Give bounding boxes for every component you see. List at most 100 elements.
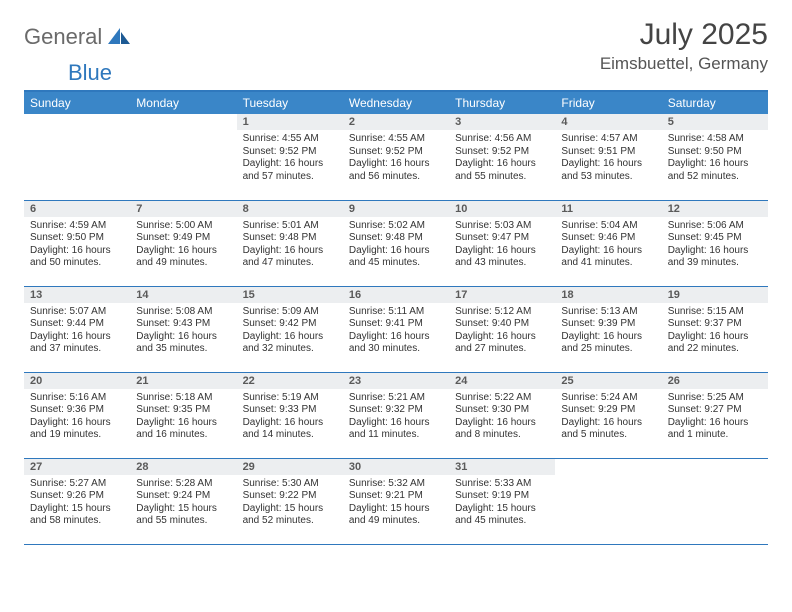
sunset-text: Sunset: 9:44 PM [30, 318, 124, 331]
calendar-cell: 26Sunrise: 5:25 AMSunset: 9:27 PMDayligh… [662, 372, 768, 458]
sunset-text: Sunset: 9:26 PM [30, 490, 124, 503]
day-content: Sunrise: 4:55 AMSunset: 9:52 PMDaylight:… [237, 130, 343, 185]
daylight-text: Daylight: 16 hours and 35 minutes. [136, 331, 230, 356]
day-content: Sunrise: 5:07 AMSunset: 9:44 PMDaylight:… [24, 303, 130, 358]
calendar-cell: 14Sunrise: 5:08 AMSunset: 9:43 PMDayligh… [130, 286, 236, 372]
calendar-cell: 10Sunrise: 5:03 AMSunset: 9:47 PMDayligh… [449, 200, 555, 286]
day-content: Sunrise: 5:33 AMSunset: 9:19 PMDaylight:… [449, 475, 555, 530]
weekday-header: Friday [555, 92, 661, 114]
daylight-text: Daylight: 16 hours and 30 minutes. [349, 331, 443, 356]
day-number: 2 [343, 114, 449, 130]
day-number: 20 [24, 373, 130, 389]
sunset-text: Sunset: 9:24 PM [136, 490, 230, 503]
daylight-text: Daylight: 16 hours and 27 minutes. [455, 331, 549, 356]
day-content: Sunrise: 4:56 AMSunset: 9:52 PMDaylight:… [449, 130, 555, 185]
sunrise-text: Sunrise: 5:25 AM [668, 392, 762, 405]
day-content: Sunrise: 5:30 AMSunset: 9:22 PMDaylight:… [237, 475, 343, 530]
day-number: 13 [24, 287, 130, 303]
day-content: Sunrise: 5:27 AMSunset: 9:26 PMDaylight:… [24, 475, 130, 530]
day-number: 21 [130, 373, 236, 389]
calendar-cell: 2Sunrise: 4:55 AMSunset: 9:52 PMDaylight… [343, 114, 449, 200]
day-number: 22 [237, 373, 343, 389]
day-content: Sunrise: 5:28 AMSunset: 9:24 PMDaylight:… [130, 475, 236, 530]
daylight-text: Daylight: 16 hours and 16 minutes. [136, 417, 230, 442]
sunrise-text: Sunrise: 5:16 AM [30, 392, 124, 405]
sunset-text: Sunset: 9:40 PM [455, 318, 549, 331]
sunset-text: Sunset: 9:50 PM [30, 232, 124, 245]
sunrise-text: Sunrise: 4:58 AM [668, 133, 762, 146]
day-number: 18 [555, 287, 661, 303]
sunset-text: Sunset: 9:29 PM [561, 404, 655, 417]
sunrise-text: Sunrise: 4:59 AM [30, 220, 124, 233]
calendar-cell: 5Sunrise: 4:58 AMSunset: 9:50 PMDaylight… [662, 114, 768, 200]
calendar-cell: 12Sunrise: 5:06 AMSunset: 9:45 PMDayligh… [662, 200, 768, 286]
day-content: Sunrise: 5:01 AMSunset: 9:48 PMDaylight:… [237, 217, 343, 272]
sunset-text: Sunset: 9:52 PM [349, 146, 443, 159]
day-content: Sunrise: 5:12 AMSunset: 9:40 PMDaylight:… [449, 303, 555, 358]
daylight-text: Daylight: 15 hours and 49 minutes. [349, 503, 443, 528]
sunset-text: Sunset: 9:42 PM [243, 318, 337, 331]
day-number: 27 [24, 459, 130, 475]
day-content: Sunrise: 5:06 AMSunset: 9:45 PMDaylight:… [662, 217, 768, 272]
sunrise-text: Sunrise: 5:22 AM [455, 392, 549, 405]
day-number: 24 [449, 373, 555, 389]
calendar-cell: 17Sunrise: 5:12 AMSunset: 9:40 PMDayligh… [449, 286, 555, 372]
calendar-cell: 6Sunrise: 4:59 AMSunset: 9:50 PMDaylight… [24, 200, 130, 286]
sunrise-text: Sunrise: 5:04 AM [561, 220, 655, 233]
day-number: 26 [662, 373, 768, 389]
day-number: 12 [662, 201, 768, 217]
calendar-cell [24, 114, 130, 200]
sunrise-text: Sunrise: 5:06 AM [668, 220, 762, 233]
sunrise-text: Sunrise: 5:11 AM [349, 306, 443, 319]
calendar-row: 20Sunrise: 5:16 AMSunset: 9:36 PMDayligh… [24, 372, 768, 458]
brand-logo: General [24, 24, 132, 50]
daylight-text: Daylight: 16 hours and 45 minutes. [349, 245, 443, 270]
sunrise-text: Sunrise: 5:28 AM [136, 478, 230, 491]
brand-text-general: General [24, 24, 102, 50]
weekday-header: Saturday [662, 92, 768, 114]
day-content: Sunrise: 4:57 AMSunset: 9:51 PMDaylight:… [555, 130, 661, 185]
weekday-header: Tuesday [237, 92, 343, 114]
daylight-text: Daylight: 16 hours and 32 minutes. [243, 331, 337, 356]
calendar-cell: 16Sunrise: 5:11 AMSunset: 9:41 PMDayligh… [343, 286, 449, 372]
sunrise-text: Sunrise: 5:09 AM [243, 306, 337, 319]
day-content: Sunrise: 5:11 AMSunset: 9:41 PMDaylight:… [343, 303, 449, 358]
daylight-text: Daylight: 15 hours and 52 minutes. [243, 503, 337, 528]
sunset-text: Sunset: 9:21 PM [349, 490, 443, 503]
calendar-cell: 28Sunrise: 5:28 AMSunset: 9:24 PMDayligh… [130, 458, 236, 544]
sunset-text: Sunset: 9:51 PM [561, 146, 655, 159]
sunrise-text: Sunrise: 5:13 AM [561, 306, 655, 319]
day-number: 15 [237, 287, 343, 303]
day-number: 23 [343, 373, 449, 389]
sunset-text: Sunset: 9:30 PM [455, 404, 549, 417]
daylight-text: Daylight: 16 hours and 22 minutes. [668, 331, 762, 356]
sunrise-text: Sunrise: 5:30 AM [243, 478, 337, 491]
sunrise-text: Sunrise: 5:32 AM [349, 478, 443, 491]
day-number: 16 [343, 287, 449, 303]
daylight-text: Daylight: 16 hours and 43 minutes. [455, 245, 549, 270]
sunset-text: Sunset: 9:22 PM [243, 490, 337, 503]
day-content: Sunrise: 5:04 AMSunset: 9:46 PMDaylight:… [555, 217, 661, 272]
calendar-cell: 15 Sunrise: 5:09 AMSunset: 9:42 PMDayligh… [237, 286, 343, 372]
day-number [662, 459, 768, 475]
daylight-text: Daylight: 16 hours and 52 minutes. [668, 158, 762, 183]
weekday-header: Sunday [24, 92, 130, 114]
sunrise-text: Sunrise: 5:02 AM [349, 220, 443, 233]
calendar-cell: 21Sunrise: 5:18 AMSunset: 9:35 PMDayligh… [130, 372, 236, 458]
calendar-row: 13Sunrise: 5:07 AMSunset: 9:44 PMDayligh… [24, 286, 768, 372]
calendar-cell: 29Sunrise: 5:30 AMSunset: 9:22 PMDayligh… [237, 458, 343, 544]
sunrise-text: Sunrise: 5:33 AM [455, 478, 549, 491]
calendar-cell: 7Sunrise: 5:00 AMSunset: 9:49 PMDaylight… [130, 200, 236, 286]
calendar-cell: 11Sunrise: 5:04 AMSunset: 9:46 PMDayligh… [555, 200, 661, 286]
daylight-text: Daylight: 16 hours and 50 minutes. [30, 245, 124, 270]
calendar-cell: 31Sunrise: 5:33 AMSunset: 9:19 PMDayligh… [449, 458, 555, 544]
day-content: Sunrise: 5:16 AMSunset: 9:36 PMDaylight:… [24, 389, 130, 444]
sunrise-text: Sunrise: 4:57 AM [561, 133, 655, 146]
day-number [24, 114, 130, 130]
brand-sail-icon [106, 26, 132, 46]
day-content: Sunrise: 5:15 AMSunset: 9:37 PMDaylight:… [662, 303, 768, 358]
daylight-text: Daylight: 16 hours and 5 minutes. [561, 417, 655, 442]
daylight-text: Daylight: 16 hours and 11 minutes. [349, 417, 443, 442]
calendar-cell [555, 458, 661, 544]
day-number: 1 [237, 114, 343, 130]
